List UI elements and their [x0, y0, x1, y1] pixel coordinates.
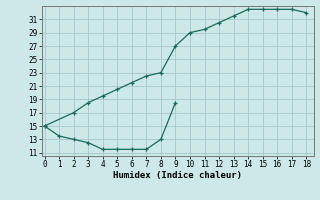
X-axis label: Humidex (Indice chaleur): Humidex (Indice chaleur) [113, 171, 242, 180]
